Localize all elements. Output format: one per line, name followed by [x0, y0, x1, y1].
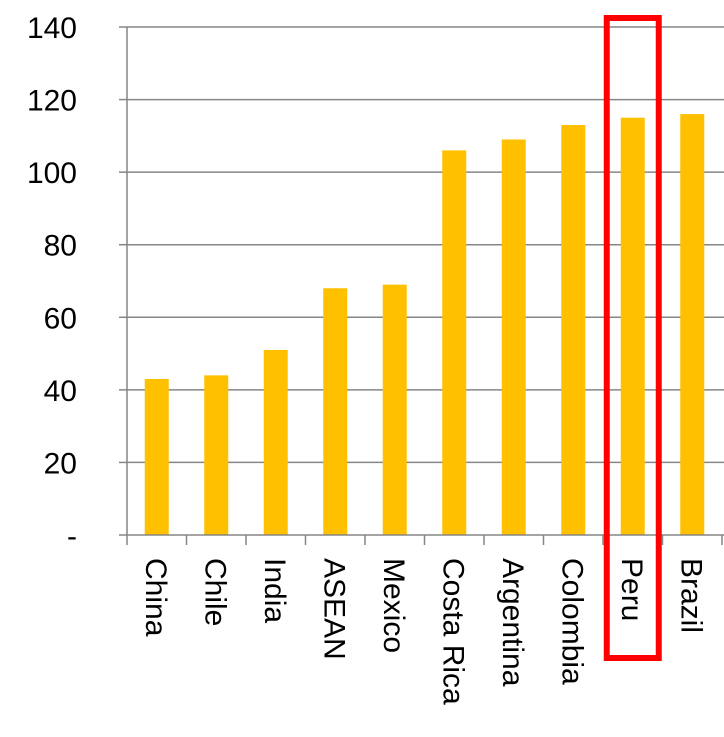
- x-tick-label: Mexico: [377, 558, 410, 653]
- x-tick-label: Colombia: [555, 558, 588, 685]
- y-tick-label: 100: [27, 157, 77, 190]
- bar-chile: [204, 375, 229, 535]
- bar-argentina: [501, 139, 526, 535]
- y-tick-label: -: [67, 520, 77, 553]
- bar-mexico: [382, 284, 407, 535]
- x-tick-label: Chile: [198, 558, 231, 626]
- bar-peru: [620, 117, 645, 535]
- y-tick-label: 140: [27, 12, 77, 45]
- y-tick-label: 120: [27, 85, 77, 118]
- highlight-rectangle: [603, 15, 662, 661]
- bar-asean: [323, 288, 348, 535]
- y-tick-label: 40: [44, 375, 77, 408]
- bar-china: [144, 378, 169, 535]
- highlight-box: [603, 15, 662, 661]
- x-tick-label: ASEAN: [317, 558, 350, 660]
- bar-costa-rica: [442, 150, 467, 535]
- x-tick-label: Costa Rica: [436, 558, 469, 705]
- y-tick-labels: - 20 40 60 80 100 120 140: [27, 12, 77, 553]
- axes: [119, 26, 724, 545]
- x-tick-label: Peru: [615, 558, 648, 621]
- x-tick-labels: China Chile India ASEAN Mexico Costa Rica Arge…: [139, 558, 708, 705]
- x-tick-label: Argentina: [496, 558, 529, 687]
- y-tick-label: 20: [44, 447, 77, 480]
- bar-india: [263, 349, 288, 535]
- x-tick-label: China: [139, 558, 172, 637]
- y-tick-label: 80: [44, 230, 77, 263]
- x-tick-label: India: [258, 558, 291, 623]
- bar-brazil: [680, 114, 705, 535]
- bar-colombia: [561, 124, 586, 535]
- bars: [144, 114, 705, 535]
- x-tick-label: Brazil: [674, 558, 707, 633]
- y-tick-label: 60: [44, 302, 77, 335]
